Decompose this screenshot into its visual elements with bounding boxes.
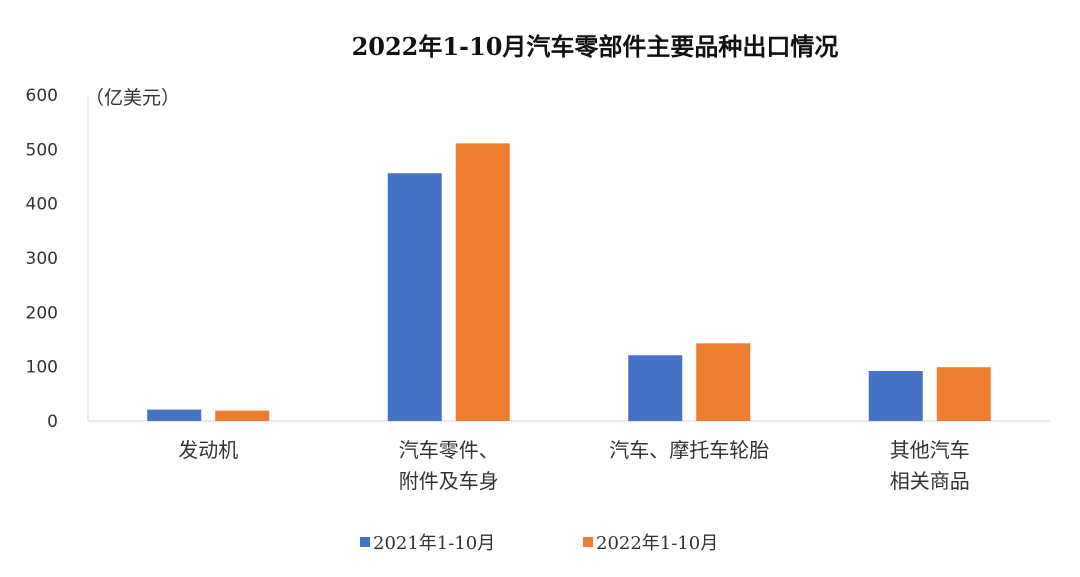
x-category-label: 相关商品 xyxy=(890,469,970,493)
y-tick-label: 0 xyxy=(47,412,58,432)
legend-swatch-1 xyxy=(360,537,370,547)
x-category-label: 汽车、摩托车轮胎 xyxy=(609,438,769,462)
bar-1-2 xyxy=(387,173,442,421)
legend-label-1: 2021年1-10月 xyxy=(373,533,495,554)
x-category-label: 附件及车身 xyxy=(399,469,499,493)
y-tick-label: 500 xyxy=(26,140,58,160)
legend: 2021年1-10月 2022年1-10月 xyxy=(360,533,718,554)
bar-2-1 xyxy=(215,410,270,421)
bar-1-3 xyxy=(628,355,683,421)
legend-swatch-2 xyxy=(583,537,593,547)
y-tick-label: 200 xyxy=(26,303,58,323)
y-unit-label: （亿美元） xyxy=(85,87,180,109)
y-tick-label: 600 xyxy=(26,86,58,106)
legend-label-2: 2022年1-10月 xyxy=(596,533,718,554)
x-category-label: 汽车零件、 xyxy=(399,438,499,462)
y-tick-label: 300 xyxy=(26,249,58,269)
bar-1-1 xyxy=(147,409,202,421)
y-tick-label: 400 xyxy=(26,195,58,215)
bar-2-3 xyxy=(696,343,751,421)
bar-1-4 xyxy=(868,371,923,421)
chart-title: 2022年1-10月汽车零部件主要品种出口情况 xyxy=(352,32,839,61)
y-axis-ticks: 0 100 200 300 400 500 600 xyxy=(26,86,58,432)
bar-2-4 xyxy=(936,367,991,421)
x-category-label: 发动机 xyxy=(178,438,238,462)
bar-2-2 xyxy=(455,143,510,421)
y-tick-label: 100 xyxy=(26,358,58,378)
x-category-label: 其他汽车 xyxy=(890,438,970,462)
bars-group xyxy=(147,143,991,421)
